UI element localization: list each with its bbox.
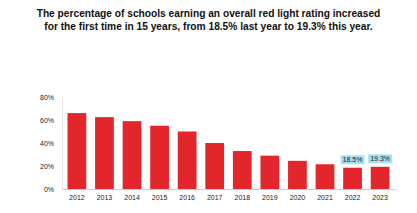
y-tick: 0% — [44, 186, 62, 193]
title-line: for the first time in 15 years, from 18.… — [44, 21, 373, 32]
y-tick-label: 80% — [40, 94, 54, 101]
bar — [95, 117, 114, 189]
y-axis: 0% 20% 40% 60% 80% — [40, 94, 63, 193]
y-tick: 40% — [40, 140, 62, 147]
x-tick: 2014 — [124, 189, 140, 201]
data-label-box — [368, 154, 392, 163]
data-label-text: 19.3% — [370, 155, 390, 162]
data-label-box — [341, 155, 365, 164]
x-tick: 2019 — [262, 189, 278, 201]
y-tick: 80% — [40, 94, 62, 101]
x-tick-label: 2017 — [207, 194, 223, 201]
x-tick: 2012 — [69, 189, 85, 201]
x-tick-label: 2015 — [152, 194, 168, 201]
x-tick-label: 2022 — [345, 194, 361, 201]
bar — [371, 167, 390, 189]
bar — [178, 132, 197, 190]
x-axis-line — [63, 189, 396, 190]
x-tick: 2013 — [97, 189, 113, 201]
y-axis-line — [62, 98, 63, 190]
data-label: 18.5% — [341, 155, 365, 164]
x-tick: 2018 — [234, 189, 250, 201]
x-axis: 2012 2013 2014 2015 2016 2017 2018 2019 2020 2021… — [63, 189, 396, 201]
x-tick: 2023 — [372, 189, 388, 201]
bar — [260, 156, 279, 189]
bar — [68, 113, 87, 189]
x-tick-label: 2014 — [124, 194, 140, 201]
bar — [123, 121, 142, 189]
x-tick-label: 2021 — [317, 194, 333, 201]
bars — [68, 113, 390, 189]
y-tick-label: 0% — [44, 186, 54, 193]
y-tick: 20% — [40, 163, 62, 170]
bar — [233, 151, 252, 189]
bar — [343, 168, 362, 189]
data-label: 19.3% — [368, 154, 392, 163]
x-tick-label: 2016 — [179, 194, 195, 201]
data-labels: 18.5% 19.3% — [341, 154, 392, 164]
x-tick-label: 2012 — [69, 194, 85, 201]
y-tick-label: 20% — [40, 163, 54, 170]
x-tick: 2015 — [152, 189, 168, 201]
data-label-text: 18.5% — [343, 156, 363, 163]
title-line: The percentage of schools earning an ove… — [37, 8, 381, 19]
y-tick-label: 60% — [40, 117, 54, 124]
x-tick: 2017 — [207, 189, 223, 201]
chart: The percentage of schools earning an ove… — [0, 0, 417, 213]
y-tick-label: 40% — [40, 140, 54, 147]
y-tick: 60% — [40, 117, 62, 124]
x-tick: 2020 — [290, 189, 306, 201]
title: The percentage of schools earning an ove… — [37, 8, 381, 32]
bar — [316, 164, 335, 189]
plot: 0%20%40%60%80%20122013201420152016201720… — [40, 94, 396, 201]
bar — [150, 126, 169, 189]
x-tick: 2016 — [179, 189, 195, 201]
x-tick-label: 2018 — [234, 194, 250, 201]
x-tick-label: 2023 — [372, 194, 388, 201]
x-tick-label: 2020 — [290, 194, 306, 201]
x-tick: 2021 — [317, 189, 333, 201]
x-tick-label: 2013 — [97, 194, 113, 201]
bar — [288, 161, 307, 189]
x-tick: 2022 — [345, 189, 361, 201]
bar — [205, 143, 224, 189]
x-tick-label: 2019 — [262, 194, 278, 201]
